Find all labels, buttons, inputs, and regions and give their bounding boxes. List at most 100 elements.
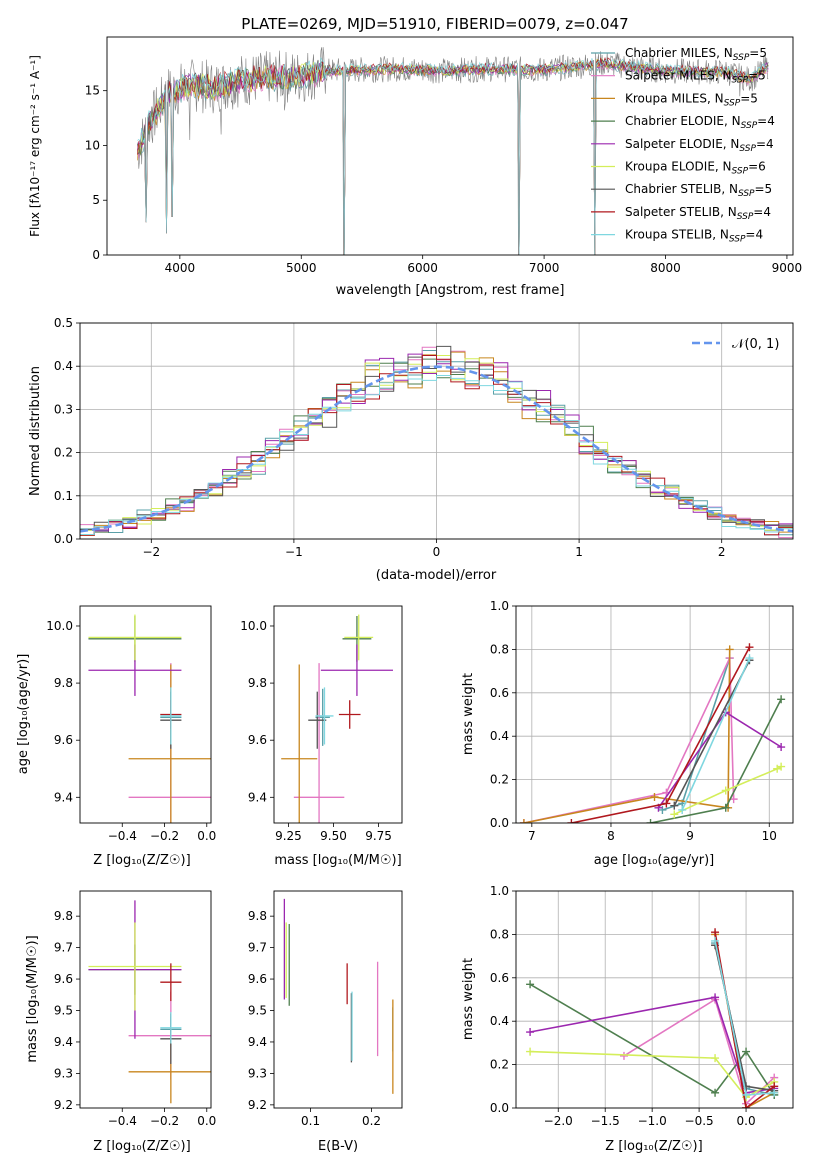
y-tick-label: 9.2: [248, 1098, 267, 1112]
legend-entry: Salpeter STELIB, NSSP=4: [625, 205, 771, 222]
x-axis-label: mass [log₁₀(M/M☉)]: [274, 853, 401, 868]
y-tick-label: 0.2: [490, 1058, 509, 1072]
weight-series-line: [529, 983, 775, 1096]
weight-marker: [619, 1051, 628, 1060]
weight-marker: [650, 792, 659, 801]
legend-subscript: SSP: [732, 167, 749, 177]
axes-frame: [515, 605, 794, 824]
y-tick-label: 9.8: [248, 909, 267, 923]
legend-text: Chabrier MILES, N: [625, 46, 733, 60]
legend-value: =5: [749, 46, 767, 60]
x-axis-label: E(B-V): [318, 1139, 358, 1154]
legend-value: =4: [756, 137, 774, 151]
legend-entry: Chabrier STELIB, NSSP=5: [625, 182, 772, 199]
y-tick-label: 0.0: [54, 532, 73, 546]
weight-series-line: [650, 698, 782, 823]
legend-text: Chabrier STELIB, N: [625, 182, 738, 196]
x-tick-label: 9.75: [365, 829, 392, 843]
plot-area: [519, 643, 786, 823]
y-tick-label: 9.8: [54, 909, 73, 923]
weight-marker: [662, 799, 671, 808]
weight-series-line: [681, 657, 751, 811]
normal-curve: [80, 365, 793, 533]
legend-subscript: SSP: [739, 144, 756, 154]
x-tick-label: 0.0: [737, 1114, 756, 1128]
y-tick-label: 0.8: [490, 642, 509, 656]
weight-marker: [678, 805, 687, 814]
x-tick-label: 4000: [165, 261, 196, 275]
plot-area: [283, 898, 394, 1094]
legend-text: Chabrier ELODIE, N: [625, 114, 741, 128]
legend-subscript: SSP: [732, 76, 749, 86]
legend-value: =4: [745, 228, 763, 242]
legend-subscript: SSP: [729, 235, 746, 245]
x-tick-label: 8: [607, 829, 615, 843]
axes-age_vs_Z: −0.4 −0.2 0.0 9.4 9.6 9.8 10.0 Z [log₁₀(Z/Z☉)] a…: [16, 605, 216, 868]
y-tick-label: 9.4: [248, 1035, 267, 1049]
weight-series-line: [530, 1050, 775, 1099]
y-tick-label: 9.3: [248, 1066, 267, 1080]
y-tick-label: 9.4: [248, 790, 267, 804]
axes-weight_vs_age: 7 8 9 10 0.0 0.2 0.4 0.6 0.8 1.0 age [log₁₀(age/yr…: [461, 599, 794, 868]
legend-entry: 𝒩(0, 1): [732, 337, 779, 352]
weight-marker: [526, 1047, 535, 1056]
y-tick-label: 9.7: [54, 941, 73, 955]
x-tick-label: 0.2: [362, 1114, 381, 1128]
weight-marker: [742, 1082, 751, 1091]
legend-entry: Kroupa MILES, NSSP=5: [625, 91, 758, 108]
weight-marker: [777, 695, 786, 704]
weight-marker: [526, 1028, 535, 1037]
weight-marker: [711, 928, 720, 937]
weight-marker: [742, 1090, 751, 1099]
legend-text: Kroupa MILES, N: [625, 91, 724, 105]
axes-spectrum: 4000 5000 6000 7000 8000 9000 0 5 10 15 wavelength…: [28, 36, 802, 298]
weight-marker: [711, 936, 720, 945]
legend-entry: Kroupa STELIB, NSSP=4: [625, 228, 763, 245]
legend-value: =5: [748, 69, 766, 83]
histogram-series: [80, 355, 793, 536]
plot-area: [88, 614, 211, 823]
weight-marker: [777, 762, 786, 771]
axes-frame: [79, 890, 212, 1109]
weight-marker: [711, 1088, 720, 1097]
weight-marker: [526, 980, 535, 989]
x-tick-label: 0: [433, 545, 441, 559]
weight-marker: [742, 1104, 751, 1108]
y-axis-label: mass [log₁₀(M/M☉)]: [25, 935, 40, 1062]
y-tick-label: 0.8: [490, 927, 509, 941]
axes-frame: [79, 605, 212, 824]
legend-text: Salpeter MILES, N: [625, 69, 732, 83]
y-axis-label: Normed distribution: [28, 366, 43, 496]
x-tick-label: −2.0: [544, 1114, 573, 1128]
legend-entry: Salpeter ELODIE, NSSP=4: [625, 137, 774, 154]
legend-text: Kroupa ELODIE, N: [625, 160, 732, 174]
x-tick-label: 9.25: [275, 829, 302, 843]
x-tick-label: −0.2: [150, 1114, 179, 1128]
x-tick-label: 5000: [286, 261, 317, 275]
plot-area: [137, 47, 769, 255]
weight-series-line: [714, 940, 775, 1096]
y-axis-label: mass weight: [461, 673, 476, 755]
plot-area: [526, 928, 779, 1108]
y-tick-label: 0.0: [490, 1101, 509, 1115]
y-axis-label: age [log₁₀(age/yr)]: [16, 654, 31, 775]
y-tick-label: 9.6: [54, 972, 73, 986]
weight-marker: [742, 1047, 751, 1056]
x-axis-label: Z [log₁₀(Z/Z☉)]: [93, 853, 190, 868]
legend-value: =6: [748, 160, 766, 174]
weight-marker: [670, 810, 679, 819]
model-spectrum-line: [137, 56, 769, 255]
weight-marker: [725, 645, 734, 654]
x-tick-label: 10: [762, 829, 777, 843]
legend-value: =4: [753, 205, 771, 219]
y-tick-label: 0.4: [490, 729, 509, 743]
weight-marker: [777, 743, 786, 752]
plot-area: [281, 614, 393, 823]
y-tick-label: 9.8: [54, 676, 73, 690]
weight-marker: [519, 819, 528, 823]
axes-frame: [273, 890, 403, 1109]
figure-title: PLATE=0269, MJD=51910, FIBERID=0079, z=0…: [241, 15, 628, 33]
x-tick-label: 2: [718, 545, 726, 559]
legend-text: Salpeter STELIB, N: [625, 205, 737, 219]
x-tick-label: −0.4: [108, 829, 137, 843]
